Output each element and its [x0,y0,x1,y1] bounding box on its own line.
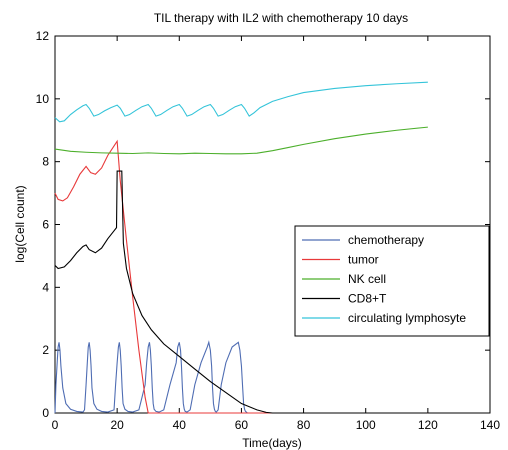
series-line-cd8-t [54,170,428,414]
legend-label: CD8+T [348,292,387,306]
y-tick-label: 6 [42,218,49,232]
x-tick-label: 140 [480,418,500,432]
x-tick-label: 100 [356,418,376,432]
y-tick-label: 12 [36,29,50,43]
chart-title: TIL therapy with IL2 with chemotherapy 1… [154,11,408,25]
series-line-nk-cell [54,126,428,155]
y-tick-label: 8 [42,155,49,169]
plot-area [54,35,491,414]
series-line-chemotherapy [54,340,428,414]
y-tick-label: 0 [42,406,49,420]
legend-label: chemotherapy [348,233,424,247]
legend: chemotherapy tumor NK cell CD8+T circulating… [294,225,490,337]
x-tick-label: 80 [297,418,311,432]
x-axis: 0 20 40 60 80 100 120 140 [52,36,500,432]
y-tick-label: 2 [42,343,49,357]
legend-label: circulating lymphosyte [348,311,466,325]
x-tick-label: 20 [110,418,124,432]
series-lines [54,81,428,414]
y-tick-label: 4 [42,280,49,294]
legend-label: NK cell [348,272,386,286]
x-axis-label: Time(days) [242,436,302,450]
y-tick-label: 10 [36,92,50,106]
series-line-circulating-lymphosyte [54,81,428,123]
y-axis-label: log(Cell count) [13,185,27,262]
legend-label: tumor [348,253,379,267]
x-tick-label: 40 [173,418,187,432]
series-line-tumor [54,139,428,414]
x-tick-label: 0 [52,418,59,432]
x-tick-label: 60 [235,418,249,432]
x-tick-label: 120 [418,418,438,432]
